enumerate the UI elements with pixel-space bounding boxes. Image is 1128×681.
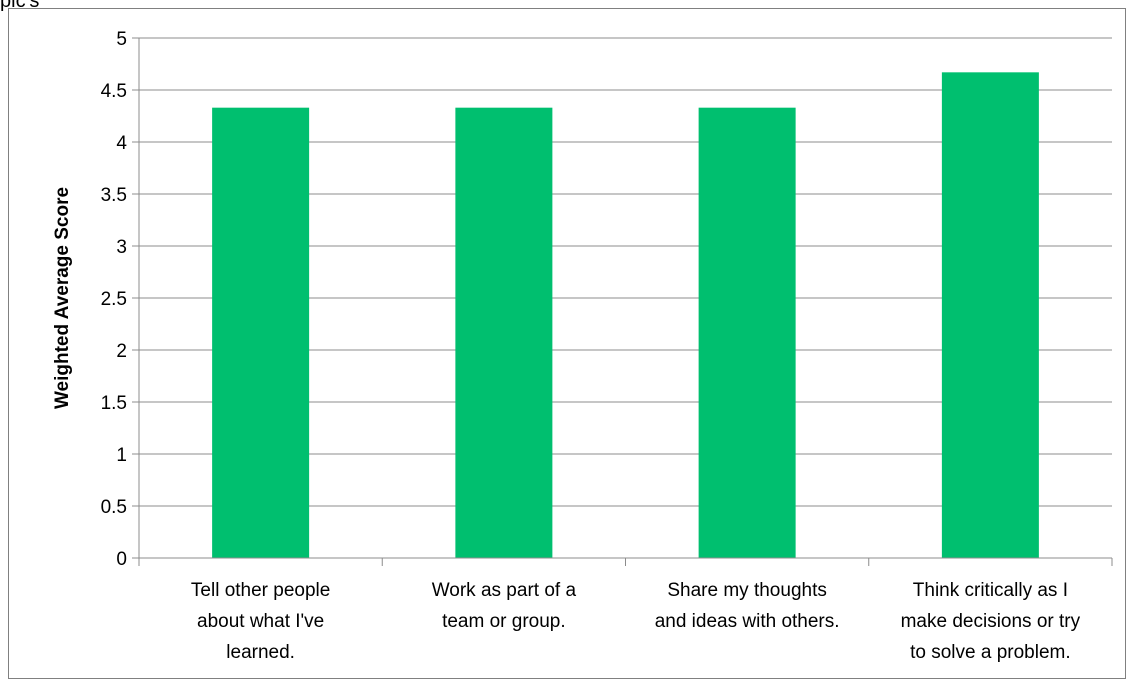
y-axis-label: Weighted Average Score [52,187,73,409]
y-tick-label: 0 [116,549,127,570]
chart-frame [8,8,1126,679]
y-tick-label: 4 [116,133,127,154]
x-axis-category-labels: Tell other people about what I've learned.… [191,580,1081,663]
clipped-top-text: pic's [0,0,40,12]
y-tick-label: 0.5 [101,497,127,518]
y-tick-label: 1.5 [101,393,127,414]
y-tick-label: 3 [116,237,127,258]
y-tick-label: 2.5 [101,289,127,310]
y-tick-label: 4.5 [101,81,127,102]
axes [138,38,1113,566]
y-tick-label: 2 [116,341,127,362]
bar [455,107,553,559]
y-tick-label: 3.5 [101,185,127,206]
bars [212,72,1039,559]
bar [941,72,1039,558]
x-category-label: Tell other people about what I've learned. [191,580,330,663]
bar [212,107,310,559]
y-tick-label: 5 [116,29,127,50]
y-axis-tick-labels: 0 0.5 1 1.5 2 2.5 3 3.5 4 4.5 5 [101,29,128,570]
x-category-label: Share my thoughts and ideas with others. [655,580,840,632]
y-tick-label: 1 [116,445,127,466]
x-category-label: Work as part of a team or group. [432,580,577,632]
bar [698,107,796,559]
